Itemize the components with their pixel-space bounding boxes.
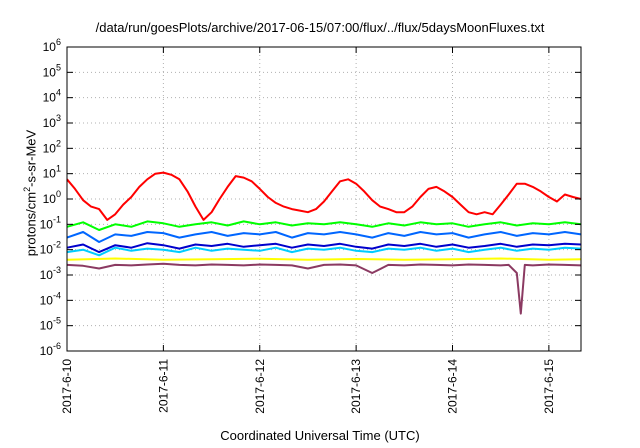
x-tick-label: 2017-6-10 bbox=[60, 359, 74, 414]
series-line bbox=[66, 220, 582, 231]
chart-title: /data/run/goesPlots/archive/2017-06-15/0… bbox=[95, 20, 545, 35]
y-tick-label: 106 bbox=[43, 37, 61, 54]
y-tick-exponent: -1 bbox=[53, 214, 61, 224]
y-tick-base: 10 bbox=[40, 344, 54, 358]
y-tick-base: 10 bbox=[40, 243, 54, 257]
y-tick-label: 10-2 bbox=[40, 240, 61, 257]
y-tick-base: 10 bbox=[43, 167, 57, 181]
y-axis-ticks: 10-610-510-410-310-210-11001011021031041… bbox=[40, 37, 581, 358]
y-tick-exponent: -3 bbox=[53, 265, 61, 275]
y-tick-label: 105 bbox=[43, 62, 61, 79]
y-tick-base: 10 bbox=[43, 192, 57, 206]
x-axis-label: Coordinated Universal Time (UTC) bbox=[220, 428, 420, 443]
y-tick-exponent: 1 bbox=[56, 164, 61, 174]
series-line bbox=[66, 262, 582, 315]
series-line bbox=[66, 242, 582, 254]
y-tick-label: 104 bbox=[43, 88, 61, 105]
y-tick-base: 10 bbox=[40, 293, 54, 307]
y-tick-label: 10-3 bbox=[40, 265, 61, 282]
x-tick-label: 2017-6-15 bbox=[542, 359, 556, 414]
y-tick-label: 103 bbox=[43, 113, 61, 130]
x-tick-label: 2017-6-14 bbox=[446, 359, 460, 414]
x-tick-label: 2017-6-12 bbox=[253, 359, 267, 414]
y-tick-base: 10 bbox=[40, 319, 54, 333]
y-tick-exponent: 2 bbox=[56, 138, 61, 148]
y-tick-exponent: -2 bbox=[53, 240, 61, 250]
y-tick-label: 102 bbox=[43, 138, 61, 155]
y-tick-exponent: 3 bbox=[56, 113, 61, 123]
y-tick-exponent: -6 bbox=[53, 341, 61, 351]
y-tick-exponent: 4 bbox=[56, 88, 61, 98]
x-tick-label: 2017-6-11 bbox=[156, 359, 170, 413]
y-tick-exponent: 0 bbox=[56, 189, 61, 199]
series-line bbox=[66, 246, 582, 257]
series-line bbox=[66, 231, 582, 243]
x-tick-label: 2017-6-13 bbox=[349, 359, 363, 414]
y-tick-label: 10-4 bbox=[40, 290, 61, 307]
y-axis-label: protons/cm2-s-sr-MeV bbox=[22, 103, 38, 283]
y-tick-base: 10 bbox=[43, 65, 57, 79]
series-lines bbox=[66, 171, 582, 315]
y-tick-label: 101 bbox=[43, 164, 61, 181]
y-tick-base: 10 bbox=[40, 217, 54, 231]
y-axis-label-rest: -s-sr-MeV bbox=[23, 129, 39, 187]
y-tick-base: 10 bbox=[43, 91, 57, 105]
x-axis-ticks: 2017-6-10 2017-6-11 2017-6-12 2017-6-13 2017… bbox=[60, 47, 556, 414]
y-tick-exponent: -5 bbox=[53, 316, 61, 326]
y-tick-label: 10-5 bbox=[40, 316, 61, 333]
y-tick-label: 10-6 bbox=[40, 341, 61, 358]
y-tick-base: 10 bbox=[43, 116, 57, 130]
y-tick-label: 100 bbox=[43, 189, 61, 206]
y-tick-exponent: 5 bbox=[56, 62, 61, 72]
series-line bbox=[66, 171, 582, 221]
y-tick-base: 10 bbox=[43, 40, 57, 54]
y-tick-base: 10 bbox=[43, 141, 57, 155]
y-axis-label-main: protons/cm bbox=[23, 191, 39, 257]
y-tick-label: 10-1 bbox=[40, 214, 61, 231]
y-tick-exponent: -4 bbox=[53, 290, 61, 300]
series-line bbox=[66, 257, 582, 261]
y-tick-base: 10 bbox=[40, 268, 54, 282]
y-axis-label-exponent: 2 bbox=[22, 186, 32, 192]
y-tick-exponent: 6 bbox=[56, 37, 61, 47]
